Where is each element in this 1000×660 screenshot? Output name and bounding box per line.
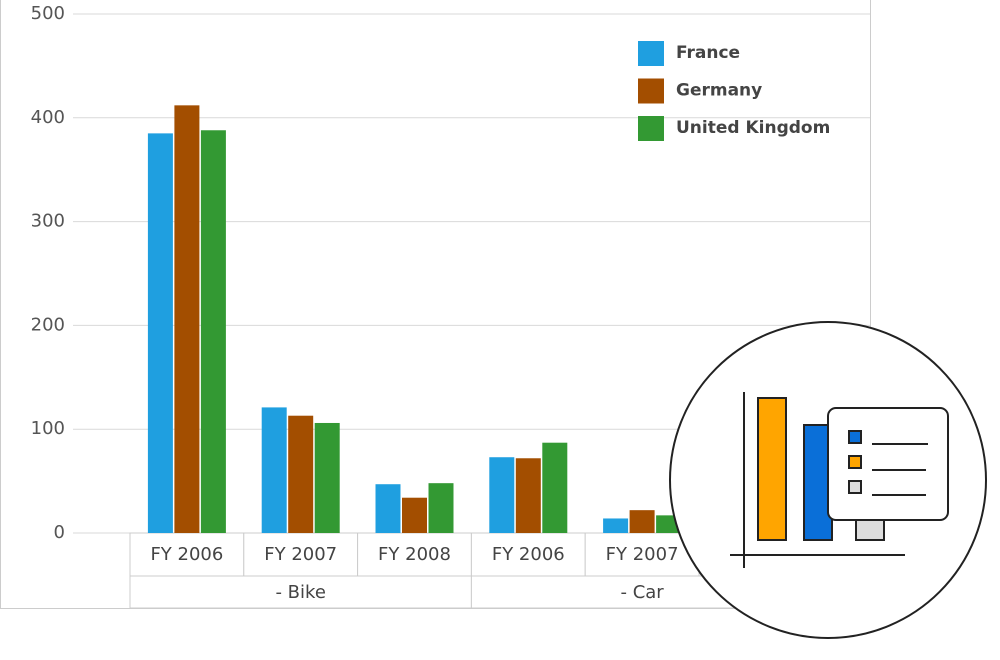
x-tick-label: FY 2006 [492,544,565,565]
bar [200,130,226,534]
icon-bar [757,397,787,541]
x-tick-label: FY 2008 [378,544,451,565]
legend-label: France [676,43,740,63]
bar [375,484,401,533]
group-label: - Car [620,582,664,603]
group-cell [129,575,472,609]
category-cell [584,532,700,577]
bar [428,483,454,533]
bar [147,133,173,533]
bar [288,415,314,533]
legend-label: United Kingdom [676,118,830,138]
group-label: - Bike [275,582,325,603]
y-tick-label: 300 [31,211,65,232]
bar [261,407,287,533]
bar [174,105,200,534]
legend-label: Germany [676,81,762,101]
bar [603,518,629,533]
bar [489,457,515,533]
icon-swatch [848,430,862,444]
category-cell [357,532,472,577]
icon-swatch [848,480,862,494]
legend-swatch [638,41,664,66]
chart-icon [669,321,987,639]
x-tick-label: FY 2007 [264,544,337,565]
y-tick-label: 200 [31,314,65,335]
y-tick-label: 100 [31,418,65,439]
x-tick-label: FY 2007 [606,544,679,565]
y-tick-label: 400 [31,107,65,128]
bar [542,442,568,533]
y-tick-label: 500 [31,3,65,24]
x-tick-label: FY 2006 [150,544,223,565]
bar [629,510,655,533]
bar [314,422,340,533]
icon-card [827,407,949,521]
bar [515,458,541,533]
category-cell [470,532,586,577]
icon-swatch [848,455,862,469]
y-tick-label: 0 [54,522,65,543]
legend-swatch [638,78,664,104]
bar [402,497,427,533]
legend-swatch [638,116,664,141]
category-cell [243,532,359,577]
